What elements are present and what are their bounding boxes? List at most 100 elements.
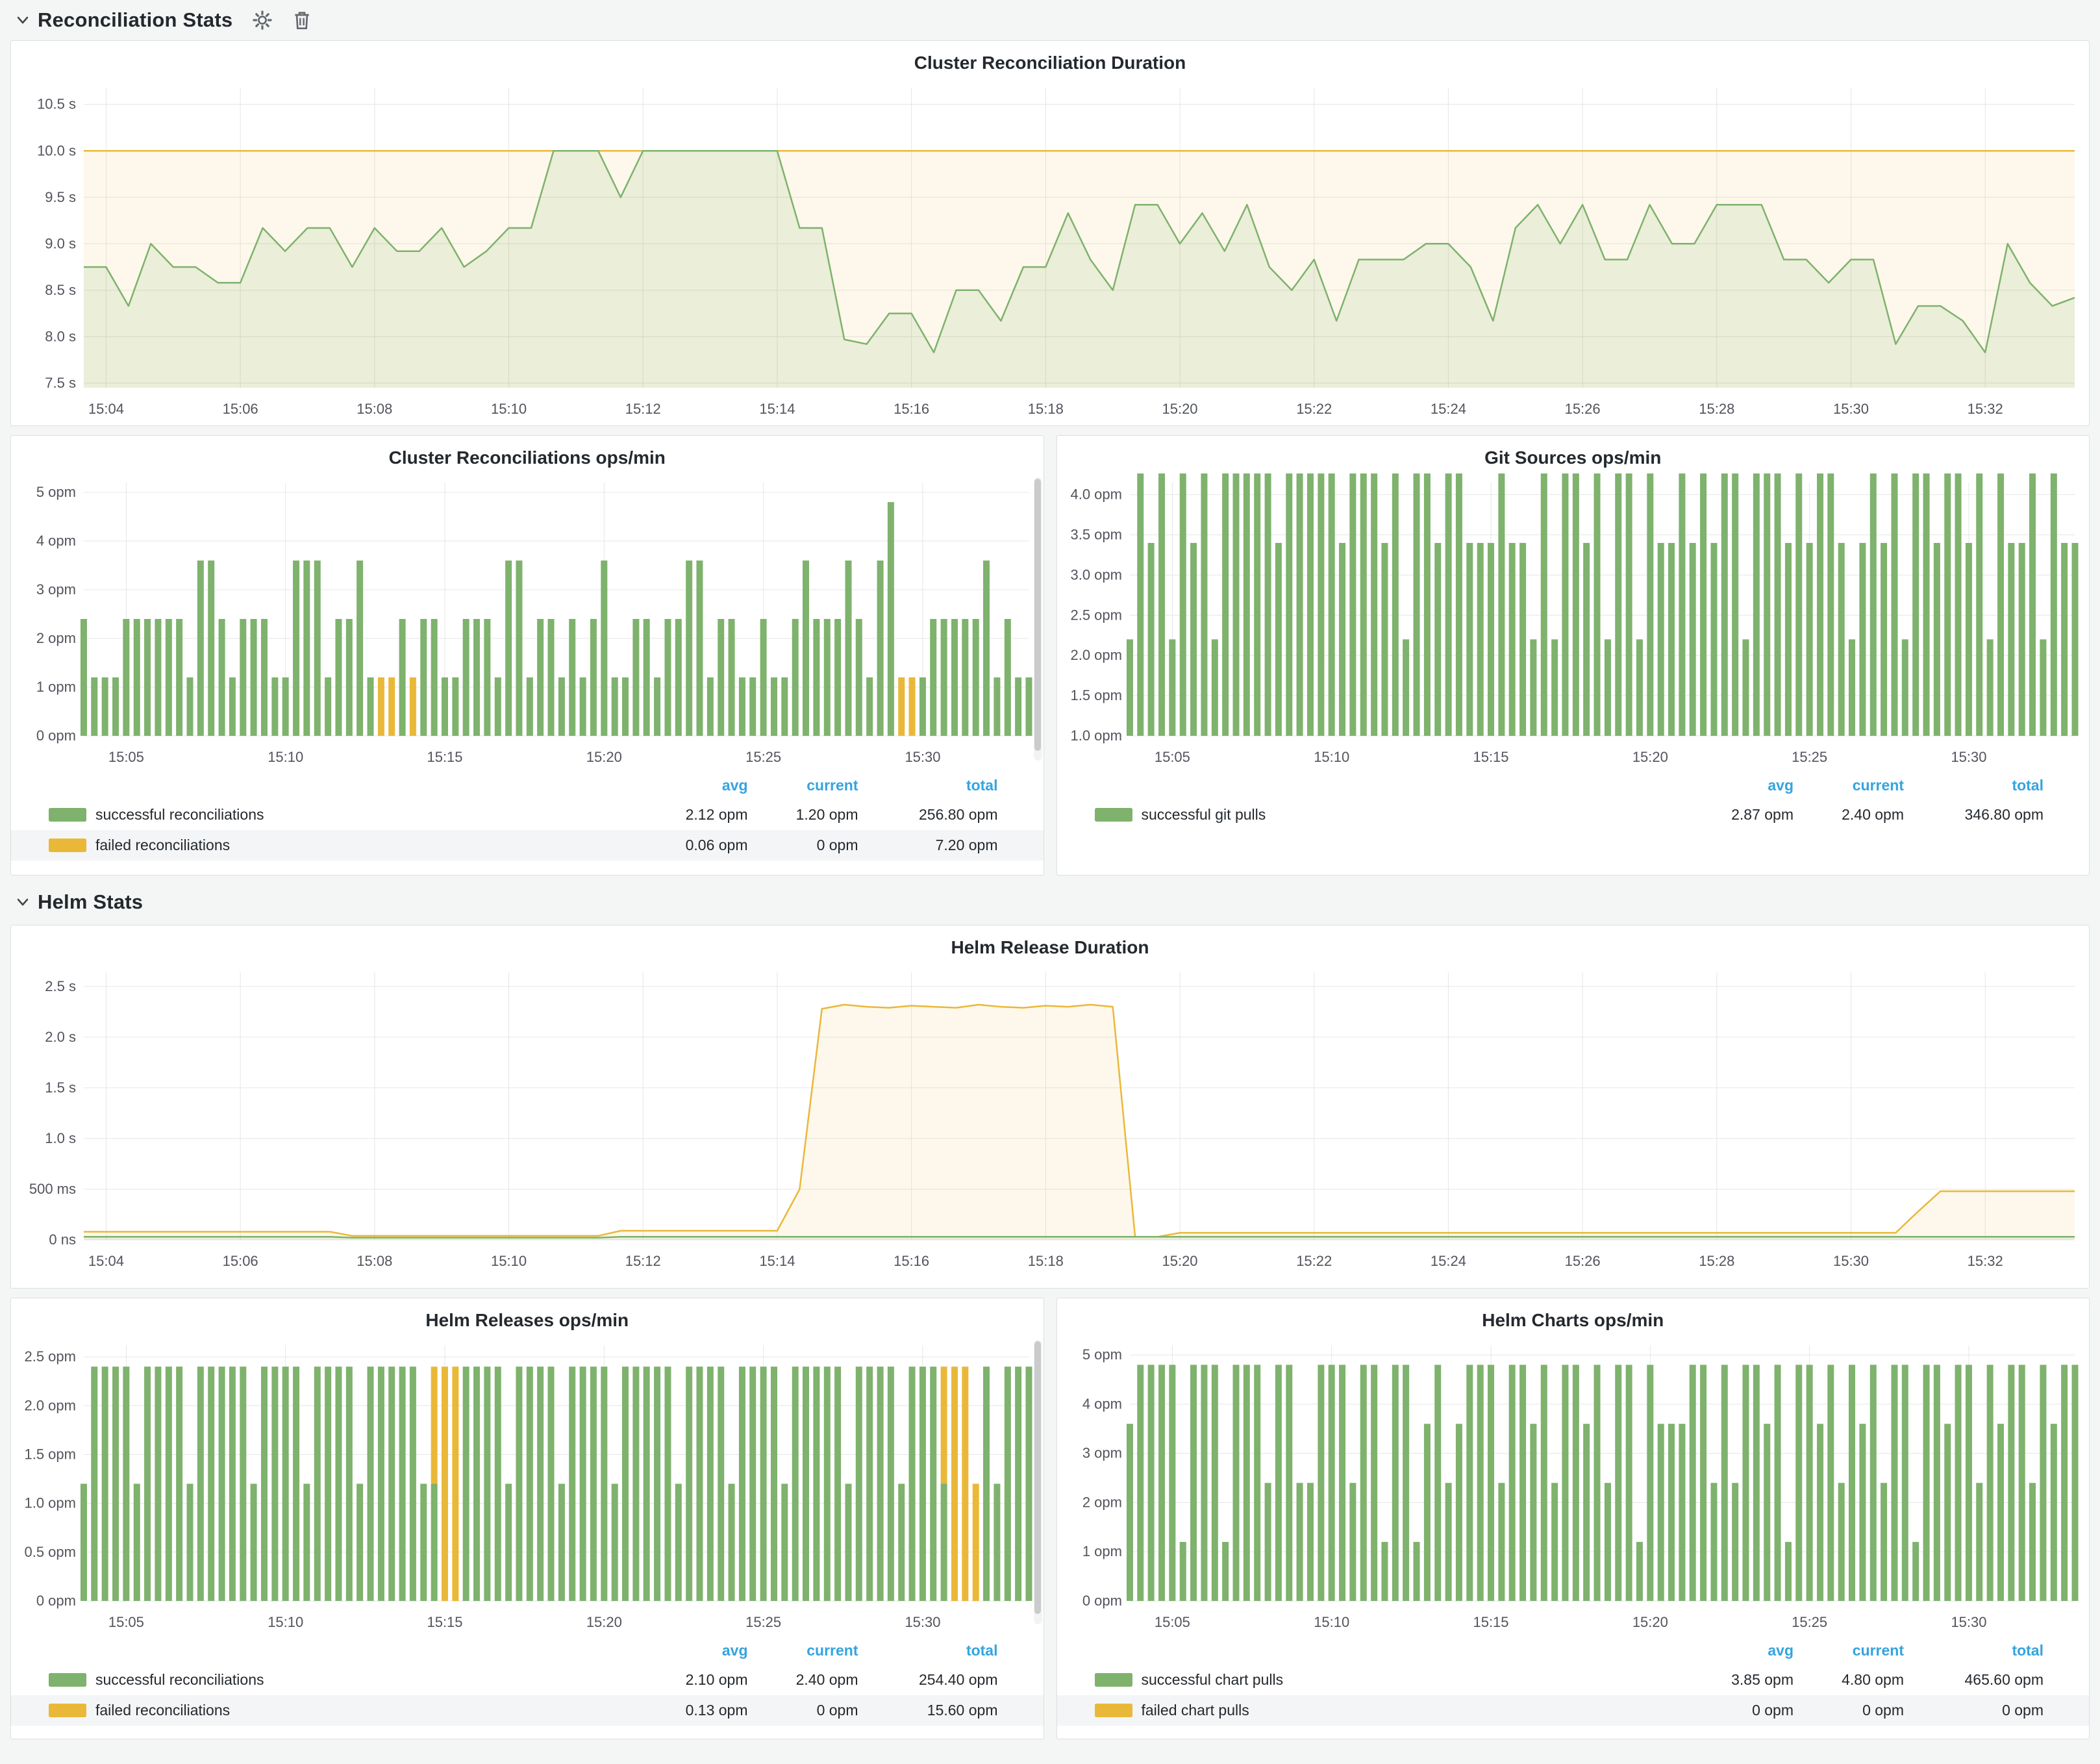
- chevron-down-icon[interactable]: [16, 15, 30, 25]
- legend-row[interactable]: failed reconciliations 0.06 opm 0 opm 7.20 …: [11, 830, 1044, 861]
- svg-text:15:18: 15:18: [1028, 401, 1064, 417]
- svg-text:7.5 s: 7.5 s: [45, 375, 76, 391]
- svg-text:15:12: 15:12: [625, 1253, 661, 1269]
- series-stat: 346.80 opm: [1964, 806, 2044, 823]
- panel-title[interactable]: Helm Charts ops/min: [1482, 1310, 1664, 1330]
- svg-text:9.0 s: 9.0 s: [45, 235, 76, 251]
- legend-row[interactable]: successful git pulls 2.87 opm 2.40 opm 346.…: [1057, 800, 2090, 830]
- legend-row[interactable]: successful chart pulls 3.85 opm 4.80 opm 46…: [1057, 1665, 2090, 1695]
- svg-text:15:20: 15:20: [1162, 1253, 1197, 1269]
- svg-text:0 opm: 0 opm: [36, 727, 76, 744]
- legend-col-current[interactable]: current: [1852, 776, 1904, 794]
- series-stat: 0 opm: [1862, 1702, 1904, 1719]
- section-title[interactable]: Helm Stats: [38, 890, 144, 913]
- section-title[interactable]: Reconciliation Stats: [38, 8, 233, 31]
- gear-icon[interactable]: [252, 10, 273, 31]
- legend-col-current[interactable]: current: [1852, 1641, 1904, 1659]
- panel-title[interactable]: Cluster Reconciliations ops/min: [388, 447, 666, 468]
- series-stat: 2.12 opm: [685, 806, 748, 823]
- panel-scrollbar[interactable]: [1033, 1340, 1042, 1624]
- svg-text:2.0 opm: 2.0 opm: [1070, 647, 1121, 663]
- chevron-down-icon[interactable]: [16, 897, 30, 907]
- legend-col-total[interactable]: total: [2012, 776, 2044, 794]
- legend-row[interactable]: successful reconciliations 2.12 opm 1.20 o…: [11, 800, 1044, 830]
- svg-text:3 opm: 3 opm: [1082, 1445, 1121, 1461]
- svg-text:15:22: 15:22: [1296, 401, 1332, 417]
- svg-text:15:04: 15:04: [88, 1253, 124, 1269]
- svg-text:1 opm: 1 opm: [36, 679, 76, 695]
- series-color-dash: [49, 1704, 86, 1717]
- series-name[interactable]: successful reconciliations: [95, 1671, 264, 1688]
- legend-col-avg[interactable]: avg: [1768, 776, 1794, 794]
- svg-text:15:26: 15:26: [1565, 1253, 1601, 1269]
- svg-text:15:05: 15:05: [108, 749, 144, 765]
- svg-text:15:10: 15:10: [491, 1253, 527, 1269]
- svg-text:8.5 s: 8.5 s: [45, 282, 76, 298]
- svg-text:10.0 s: 10.0 s: [37, 142, 76, 158]
- series-stat: 2.40 opm: [1842, 806, 1904, 823]
- svg-text:15:20: 15:20: [586, 749, 622, 765]
- legend-col-avg[interactable]: avg: [721, 1641, 748, 1659]
- svg-text:15:15: 15:15: [427, 1614, 463, 1630]
- svg-text:1 opm: 1 opm: [1082, 1543, 1121, 1559]
- legend-header: avg current total: [1057, 771, 2090, 800]
- legend-col-avg[interactable]: avg: [721, 776, 748, 794]
- legend-row[interactable]: failed reconciliations 0.13 opm 0 opm 15.60…: [11, 1695, 1044, 1726]
- svg-text:15:25: 15:25: [1792, 1614, 1827, 1630]
- legend-col-avg[interactable]: avg: [1768, 1641, 1794, 1659]
- svg-text:15:10: 15:10: [491, 401, 527, 417]
- legend-col-current[interactable]: current: [806, 1641, 858, 1659]
- legend-header: avg current total: [11, 771, 1044, 800]
- legend-col-current[interactable]: current: [806, 776, 858, 794]
- svg-text:1.0 opm: 1.0 opm: [25, 1495, 76, 1511]
- helm-charts-opm-chart[interactable]: 0 opm 1 opm 2 opm 3 opm 4 opm 5 opm 15:05 15:10…: [1057, 1336, 2090, 1635]
- series-name[interactable]: successful git pulls: [1141, 806, 1266, 823]
- svg-text:15:30: 15:30: [1833, 401, 1869, 417]
- svg-text:15:30: 15:30: [1951, 1614, 1986, 1630]
- scrollbar-thumb[interactable]: [1034, 1341, 1041, 1615]
- helm-releases-opm-chart[interactable]: 0 opm 0.5 opm 1.0 opm 1.5 opm 2.0 opm 2.5 opm…: [11, 1336, 1044, 1635]
- svg-text:0 ns: 0 ns: [49, 1231, 76, 1248]
- legend-col-total[interactable]: total: [966, 776, 998, 794]
- cluster-reconciliations-opm-chart[interactable]: 0 opm 1 opm 2 opm 3 opm 4 opm 5 opm 15:05 15:10…: [11, 473, 1044, 770]
- legend-col-total[interactable]: total: [2012, 1641, 2044, 1659]
- cluster-reconciliation-duration-chart[interactable]: 7.5 s 8.0 s 8.5 s 9.0 s 9.5 s 10.0 s 10.5 s 15:…: [11, 79, 2089, 422]
- panel-title[interactable]: Cluster Reconciliation Duration: [914, 53, 1186, 73]
- svg-text:15:16: 15:16: [894, 401, 929, 417]
- legend-row[interactable]: failed chart pulls 0 opm 0 opm 0 opm: [1056, 1695, 2089, 1726]
- svg-text:15:22: 15:22: [1296, 1253, 1332, 1269]
- series-name[interactable]: failed reconciliations: [95, 1702, 231, 1719]
- svg-text:15:28: 15:28: [1699, 1253, 1734, 1269]
- series-name[interactable]: failed reconciliations: [95, 837, 231, 853]
- svg-text:15:10: 15:10: [268, 749, 303, 765]
- svg-text:15:30: 15:30: [1951, 749, 1986, 765]
- svg-text:15:15: 15:15: [427, 749, 463, 765]
- svg-text:15:05: 15:05: [1154, 749, 1190, 765]
- svg-text:15:05: 15:05: [1154, 1614, 1190, 1630]
- svg-text:15:24: 15:24: [1431, 1253, 1466, 1269]
- series-name[interactable]: successful reconciliations: [95, 806, 264, 823]
- legend-col-total[interactable]: total: [966, 1641, 998, 1659]
- legend: avg current total successful reconciliation…: [11, 1636, 1044, 1726]
- series-name[interactable]: failed chart pulls: [1141, 1702, 1249, 1719]
- svg-text:10.5 s: 10.5 s: [37, 96, 76, 112]
- series-color-dash: [49, 838, 86, 852]
- panel-title[interactable]: Git Sources ops/min: [1484, 447, 1662, 468]
- helm-release-duration-chart[interactable]: 0 ns 500 ms 1.0 s 1.5 s 2.0 s 2.5 s 15:04 15:06…: [11, 963, 2089, 1274]
- trash-icon[interactable]: [292, 10, 312, 31]
- series-stat: 15.60 opm: [927, 1702, 998, 1719]
- series-name[interactable]: successful chart pulls: [1141, 1671, 1284, 1688]
- panel-title[interactable]: Helm Releases ops/min: [425, 1310, 629, 1330]
- svg-text:15:16: 15:16: [894, 1253, 929, 1269]
- legend-row[interactable]: successful reconciliations 2.10 opm 2.40 o…: [11, 1665, 1044, 1695]
- panel-title[interactable]: Helm Release Duration: [951, 937, 1149, 957]
- panel-scrollbar[interactable]: [1033, 477, 1042, 761]
- scrollbar-thumb[interactable]: [1034, 479, 1041, 751]
- series-stat: 0.13 opm: [685, 1702, 748, 1719]
- series-color-dash: [49, 808, 86, 822]
- svg-text:15:10: 15:10: [1314, 1614, 1349, 1630]
- legend-header: avg current total: [1057, 1636, 2090, 1665]
- git-sources-opm-chart[interactable]: 1.0 opm 1.5 opm 2.0 opm 2.5 opm 3.0 opm 3.5 o…: [1057, 473, 2090, 770]
- series-stat: 3.85 opm: [1731, 1671, 1794, 1688]
- svg-text:2 opm: 2 opm: [36, 630, 76, 646]
